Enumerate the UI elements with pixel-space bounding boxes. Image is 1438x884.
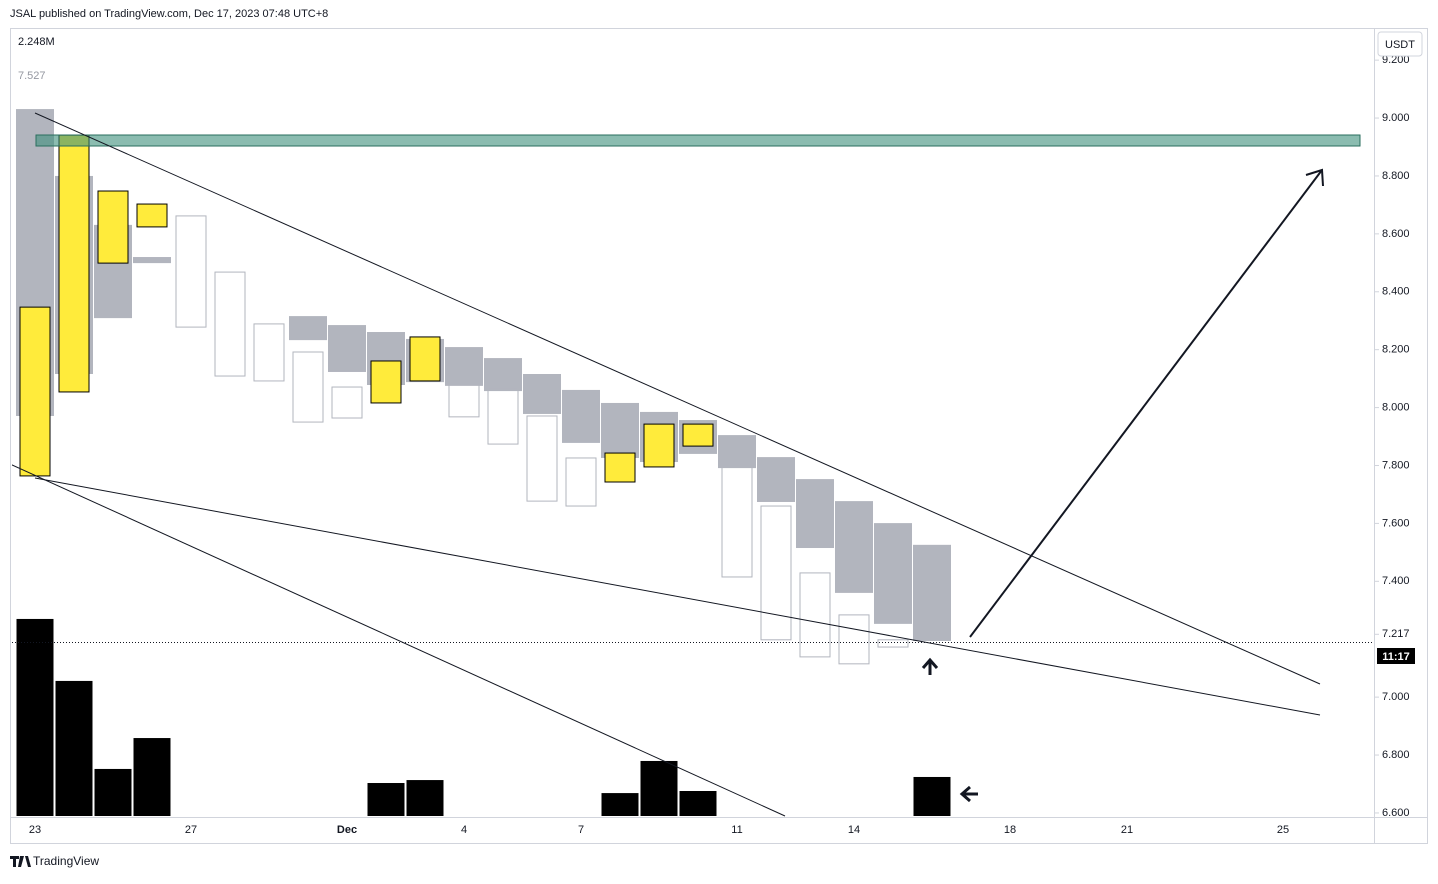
resistance-zone — [35, 134, 1361, 147]
volume-bar — [94, 768, 132, 816]
price-axis: 9.200 9.000 8.800 8.600 8.400 8.200 8.000 7.800… — [1375, 54, 1410, 819]
candle-body — [874, 523, 912, 624]
y-tick-label: 8.600 — [1382, 228, 1410, 240]
candle-body — [682, 423, 714, 447]
candle-body — [523, 374, 561, 414]
volume-pane — [16, 618, 951, 816]
y-tick-label: 8.000 — [1382, 401, 1410, 413]
time-axis: 23 27 Dec 4 7 11 14 18 21 25 — [29, 824, 1289, 836]
candle-body — [253, 323, 285, 382]
candle-body — [409, 336, 441, 382]
candle-body — [799, 572, 831, 658]
candle-body — [757, 457, 795, 502]
candle-body — [19, 306, 51, 477]
candle-body — [292, 351, 324, 423]
candle-body — [58, 134, 90, 393]
arrow-head — [1305, 168, 1324, 187]
y-tick-label: 7.600 — [1382, 517, 1410, 529]
candle-body — [835, 501, 873, 593]
price-label: 7.527 — [18, 70, 46, 82]
candle-body — [289, 316, 327, 341]
trendline — [34, 477, 1321, 716]
y-tick-label: 7.000 — [1382, 691, 1410, 703]
y-tick-label: 7.217 — [1382, 628, 1410, 640]
volume-bar — [55, 680, 93, 816]
currency-button[interactable] — [1377, 31, 1423, 57]
countdown: 11:17 — [1382, 651, 1410, 663]
volume-bar — [913, 776, 951, 816]
candle-body — [913, 544, 951, 641]
candle-body — [796, 479, 834, 549]
volume-bar — [16, 618, 54, 816]
trendline — [34, 112, 1321, 685]
arrow — [969, 169, 1323, 638]
x-tick-label: Dec — [337, 824, 357, 836]
volume-bar — [601, 793, 639, 816]
volume-bar — [367, 783, 405, 816]
x-tick-label: 23 — [29, 824, 41, 836]
y-tick-label: 9.200 — [1382, 54, 1410, 66]
candle-body — [331, 386, 363, 419]
candle-body — [214, 271, 246, 377]
y-tick-label: 7.400 — [1382, 575, 1410, 587]
brand: TradingView — [33, 854, 99, 868]
trendline — [12, 464, 786, 817]
candle-body — [721, 447, 753, 578]
y-tick-label: 6.800 — [1382, 749, 1410, 761]
candle-body — [136, 203, 168, 228]
candle-body — [445, 347, 483, 386]
volume-bar — [679, 791, 717, 816]
x-tick-label: 27 — [185, 824, 197, 836]
x-tick-label: 18 — [1004, 824, 1016, 836]
volume-bar — [406, 780, 444, 816]
candle-body — [838, 614, 870, 665]
drawings — [12, 112, 1374, 817]
y-tick-label: 8.800 — [1382, 170, 1410, 182]
arrow-head — [959, 785, 971, 803]
candle-body — [877, 639, 909, 648]
candle-body — [718, 435, 756, 469]
candle-body — [643, 423, 675, 468]
x-tick-label: 4 — [461, 824, 467, 836]
candle-body — [604, 452, 636, 483]
candle-body — [448, 359, 480, 418]
candle-body — [370, 360, 402, 404]
price-pane — [16, 109, 951, 665]
candle-body — [133, 257, 171, 264]
x-tick-label: 11 — [731, 824, 742, 836]
volume-bar — [133, 738, 171, 816]
y-tick-label: 8.200 — [1382, 344, 1410, 356]
candle-body — [565, 457, 597, 507]
price-tag — [1377, 648, 1415, 664]
y-tick-label: 7.800 — [1382, 459, 1410, 471]
y-tick-label: 6.600 — [1382, 807, 1410, 819]
y-tick-label: 8.400 — [1382, 286, 1410, 298]
volume-bar — [640, 760, 678, 816]
candle-body — [526, 415, 558, 502]
currency-label: USDT — [1385, 39, 1415, 51]
arrow-head — [921, 657, 939, 669]
x-tick-label: 14 — [848, 824, 860, 836]
candle-body — [97, 190, 129, 264]
y-tick-label: 9.000 — [1382, 112, 1410, 124]
frame — [10, 28, 1428, 844]
volume-label: 2.248M — [18, 36, 55, 48]
candle-body — [562, 389, 600, 443]
candle-body — [601, 402, 639, 458]
candle-body — [175, 215, 207, 328]
candle-body — [487, 387, 519, 445]
candle-body — [484, 358, 522, 392]
publish-info: JSAL published on TradingView.com, Dec 1… — [10, 8, 328, 20]
brand-logo — [10, 856, 31, 867]
x-tick-label: 7 — [578, 824, 584, 836]
x-tick-label: 21 — [1121, 824, 1133, 836]
candle-body — [760, 505, 792, 641]
candle-body — [328, 325, 366, 372]
x-tick-label: 25 — [1277, 824, 1289, 836]
